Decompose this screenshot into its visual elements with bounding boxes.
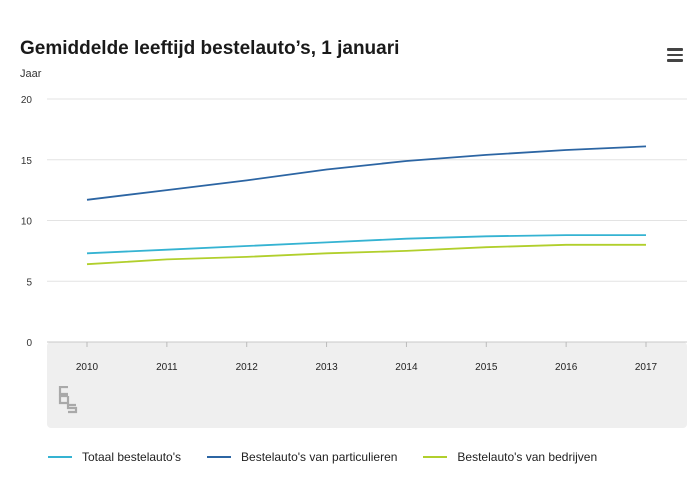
- y-tick-label: 0: [26, 338, 32, 349]
- series-line-0[interactable]: [86, 234, 646, 255]
- x-tick-label: 2011: [156, 362, 178, 373]
- chart-title: Gemiddelde leeftijd bestelauto’s, 1 janu…: [20, 38, 400, 59]
- y-tick-labels: 0 5 10 15 20: [21, 95, 33, 349]
- x-tick-label: 2013: [315, 362, 338, 373]
- legend-item-bedrijven[interactable]: Bestelauto's van bedrijven: [423, 450, 597, 464]
- legend-label: Bestelauto's van bedrijven: [457, 450, 598, 464]
- x-tick-label: 2015: [475, 362, 498, 373]
- x-tick-label: 2016: [555, 362, 578, 373]
- legend-item-totaal[interactable]: Totaal bestelauto's: [48, 450, 181, 464]
- x-tick-labels: 2010 2011 2012 2013 2014 2015 2016 2017: [76, 342, 658, 373]
- legend: Totaal bestelauto's Bestelauto's van par…: [48, 450, 597, 464]
- y-tick-label: 15: [21, 156, 33, 167]
- x-tick-label: 2017: [635, 362, 658, 373]
- legend-label: Totaal bestelauto's: [82, 450, 182, 464]
- x-tick-label: 2012: [236, 362, 259, 373]
- menu-bar: [667, 48, 683, 51]
- legend-swatch: [207, 456, 232, 458]
- y-tick-label: 5: [26, 277, 32, 288]
- legend-label: Bestelauto's van particulieren: [241, 450, 398, 464]
- hamburger-menu-icon[interactable]: [667, 48, 683, 62]
- cbs-logo-icon: [58, 386, 78, 414]
- y-tick-label: 20: [21, 95, 33, 106]
- x-axis-band: [47, 342, 687, 428]
- series-line-1[interactable]: [86, 145, 647, 201]
- series-lines: [86, 145, 647, 266]
- x-tick-label: 2010: [76, 362, 99, 373]
- menu-bar: [667, 59, 683, 62]
- y-tick-label: 10: [21, 217, 33, 228]
- legend-swatch: [423, 456, 448, 458]
- grid-lines: [47, 98, 687, 343]
- y-axis-label: Jaar: [20, 68, 42, 80]
- menu-bar: [667, 53, 683, 57]
- legend-item-particulieren[interactable]: Bestelauto's van particulieren: [207, 450, 397, 464]
- legend-swatch: [48, 456, 72, 458]
- series-line-2[interactable]: [86, 243, 646, 266]
- x-tick-label: 2014: [395, 362, 418, 373]
